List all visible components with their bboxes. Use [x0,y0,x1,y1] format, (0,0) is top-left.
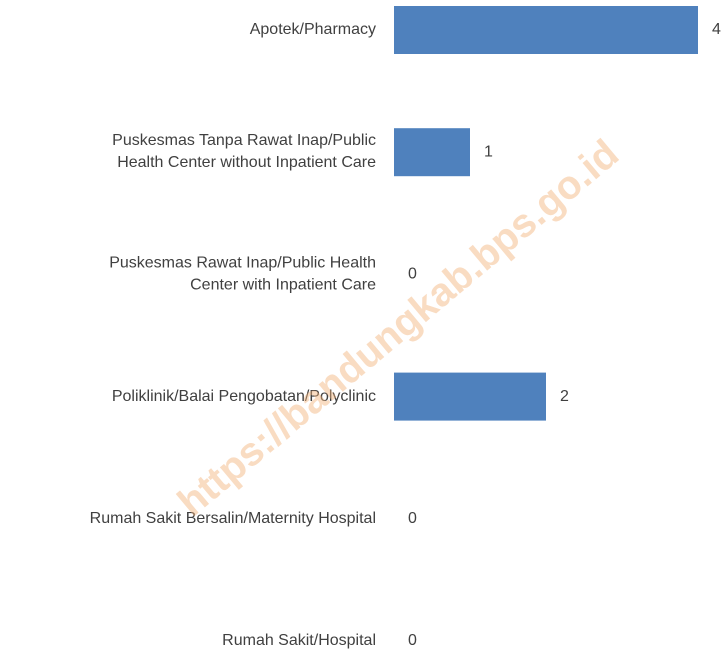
category-label: Poliklinik/Balai Pengobatan/Polyclinic [112,388,376,405]
value-label: 0 [408,510,417,527]
category-label: Puskesmas Tanpa Rawat Inap/Public Health … [112,132,376,171]
value-label: 2 [560,388,569,405]
value-label: 0 [408,266,417,283]
category-label: Rumah Sakit/Hospital [222,632,376,649]
plot: Apotek/Pharmacy 4 Puskesmas Tanpa Rawat In… [90,6,721,649]
bar [394,128,470,177]
bar [394,372,546,421]
watermark: https://bandungkab.bps.go.id [170,131,627,525]
value-label: 4 [712,21,721,38]
category-label: Puskesmas Rawat Inap/Public Health Center… [109,255,376,294]
value-label: 1 [484,143,493,160]
category-label: Rumah Sakit Bersalin/Maternity Hospital [90,510,376,527]
bar [394,6,698,54]
category-label: Apotek/Pharmacy [250,21,376,38]
value-label: 0 [408,632,417,649]
